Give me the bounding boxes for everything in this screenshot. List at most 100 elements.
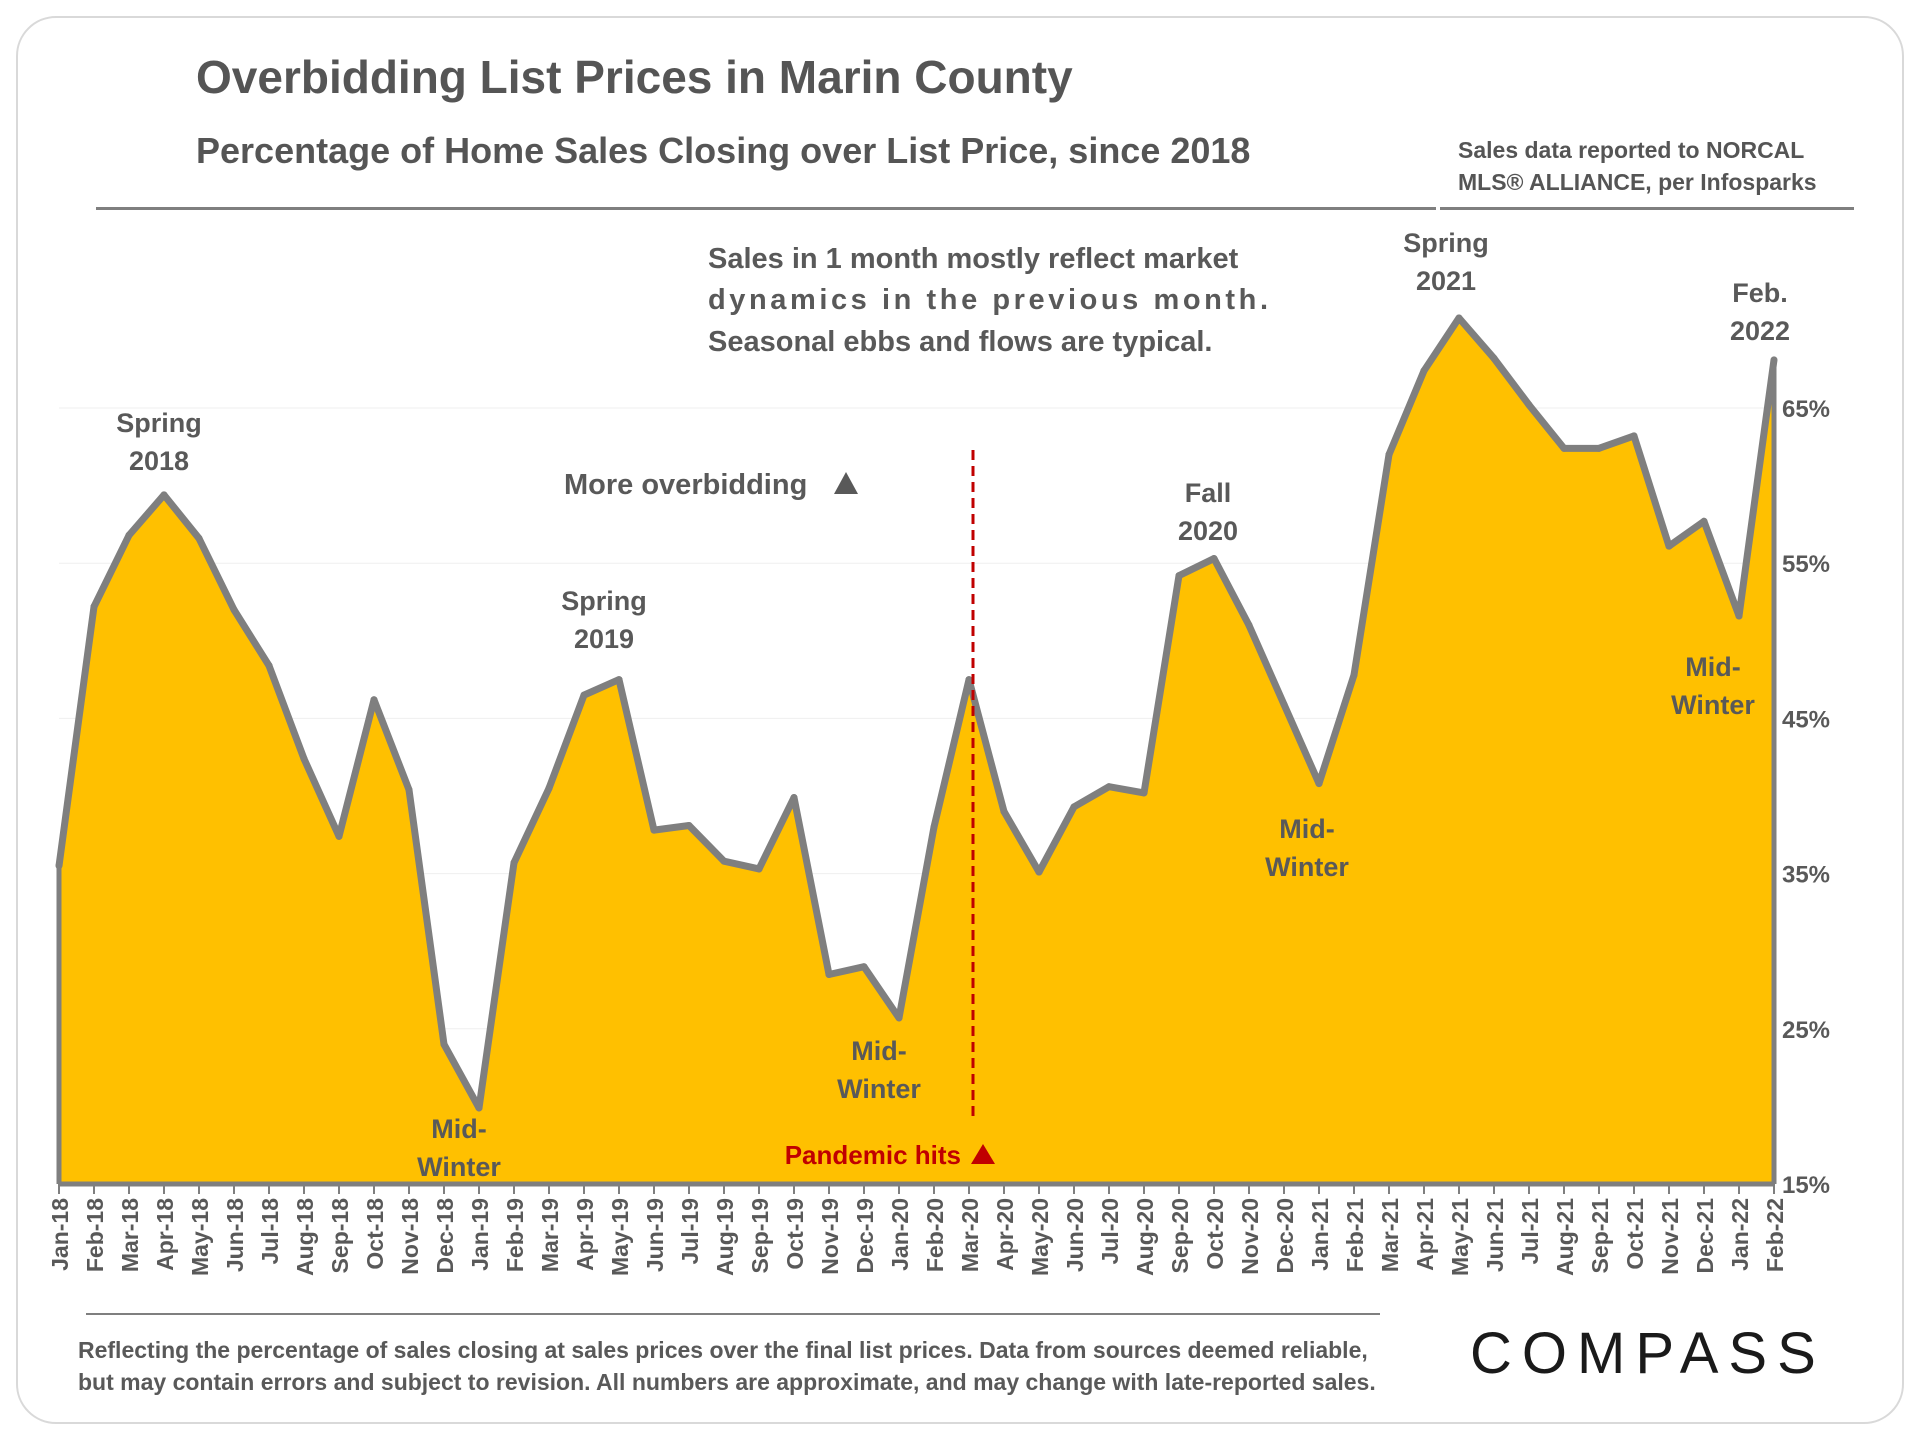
- data-point: [160, 491, 168, 499]
- area-fill: [59, 317, 1774, 1184]
- x-tick-label: Apr-20: [992, 1198, 1018, 1271]
- x-tick-label: Sep-20: [1167, 1198, 1193, 1273]
- x-tick-label: Apr-21: [1412, 1198, 1438, 1271]
- x-tick-label: Jan-20: [887, 1198, 913, 1271]
- data-point: [195, 534, 203, 542]
- footnote: Reflecting the percentage of sales closi…: [78, 1334, 1418, 1398]
- data-point: [1035, 868, 1043, 876]
- footnote-line-2: but may contain errors and subject to re…: [78, 1369, 1376, 1395]
- data-point: [825, 970, 833, 978]
- y-tick-label: 15%: [1782, 1172, 1830, 1199]
- data-point: [1665, 542, 1673, 550]
- compass-logo: COMPASS: [1470, 1321, 1826, 1386]
- label-spring-2019: Spring: [561, 586, 647, 616]
- x-tick-label: Oct-19: [782, 1198, 808, 1270]
- data-point: [55, 862, 63, 870]
- label-spring-2018: Spring: [116, 408, 202, 438]
- data-point: [475, 1104, 483, 1112]
- data-point: [90, 603, 98, 611]
- label-spring-2018-year: 2018: [129, 446, 189, 476]
- data-point: [685, 821, 693, 829]
- x-tick-label: Jun-21: [1482, 1198, 1508, 1272]
- data-point: [1140, 789, 1148, 797]
- note-line-1: Sales in 1 month mostly reflect market: [708, 243, 1239, 275]
- x-tick-label: Oct-21: [1622, 1198, 1648, 1270]
- label-fall-2020-year: 2020: [1178, 516, 1238, 546]
- x-tick-label: Jul-20: [1097, 1198, 1123, 1264]
- x-tick-label: Feb-18: [82, 1198, 108, 1272]
- source-line-1: Sales data reported to NORCAL: [1458, 137, 1805, 163]
- x-tick-label: Nov-21: [1657, 1198, 1683, 1275]
- label-spring-2019-year: 2019: [574, 624, 634, 654]
- x-tick-label: Jun-19: [642, 1198, 668, 1272]
- chart-subtitle: Percentage of Home Sales Closing over Li…: [196, 130, 1251, 171]
- x-tick-label: May-19: [607, 1198, 633, 1276]
- x-tick-label: Dec-18: [432, 1198, 458, 1274]
- x-tick-label: Sep-19: [747, 1198, 773, 1273]
- data-point: [1315, 780, 1323, 788]
- y-tick-label: 45%: [1782, 706, 1830, 733]
- data-point: [615, 676, 623, 684]
- x-tick-label: Mar-19: [537, 1198, 563, 1272]
- x-tick-label: Nov-18: [397, 1198, 423, 1275]
- data-point: [230, 606, 238, 614]
- pandemic-label: Pandemic hits: [785, 1140, 961, 1170]
- footer-rule: [86, 1313, 1380, 1315]
- data-point: [1280, 700, 1288, 708]
- x-tick-label: Jun-20: [1062, 1198, 1088, 1272]
- chart-title: Overbidding List Prices in Marin County: [196, 51, 1073, 103]
- x-tick-label: Apr-19: [572, 1198, 598, 1271]
- x-tick-label: Jul-19: [677, 1198, 703, 1264]
- data-point: [1595, 444, 1603, 452]
- data-point: [510, 859, 518, 867]
- x-tick-label: Feb-19: [502, 1198, 528, 1272]
- data-point: [790, 794, 798, 802]
- label-spring-2021-year: 2021: [1416, 266, 1476, 296]
- x-tick-label: Aug-19: [712, 1198, 738, 1276]
- up-triangle-icon: [834, 472, 858, 494]
- data-point: [720, 857, 728, 865]
- data-point: [965, 676, 973, 684]
- data-point: [1070, 803, 1078, 811]
- x-tick-label: Jan-18: [47, 1198, 73, 1271]
- data-point: [650, 826, 658, 834]
- data-point: [125, 531, 133, 539]
- x-tick-label: May-20: [1027, 1198, 1053, 1276]
- x-tick-label: Aug-21: [1552, 1198, 1578, 1276]
- data-point: [1770, 356, 1778, 364]
- label-mid-winter: Mid-: [1279, 814, 1334, 844]
- data-point: [1490, 354, 1498, 362]
- data-point: [1210, 555, 1218, 563]
- x-tick-label: Jan-22: [1727, 1198, 1753, 1271]
- data-point: [930, 823, 938, 831]
- x-tick-label: May-21: [1447, 1198, 1473, 1276]
- pandemic-arrow-icon: [971, 1144, 995, 1164]
- x-tick-label: Aug-20: [1132, 1198, 1158, 1276]
- x-tick-label: Jul-21: [1517, 1198, 1543, 1265]
- source-rule: [1440, 207, 1854, 210]
- data-point: [1455, 314, 1463, 322]
- x-tick-label: Jun-18: [222, 1198, 248, 1272]
- label-mid-winter-line2: Winter: [417, 1152, 501, 1182]
- source-line-2: MLS® ALLIANCE, per Infosparks: [1458, 169, 1817, 195]
- x-tick-label: Jul-18: [257, 1198, 283, 1265]
- data-point: [265, 662, 273, 670]
- note-line-3: Seasonal ebbs and flows are typical.: [708, 326, 1212, 358]
- x-tick-label: Dec-21: [1692, 1198, 1718, 1274]
- data-point: [1630, 432, 1638, 440]
- x-tick-label: Jan-21: [1307, 1198, 1333, 1271]
- source-note: Sales data reported to NORCAL MLS® ALLIA…: [1458, 134, 1878, 198]
- label-mid-winter-line2: Winter: [837, 1074, 921, 1104]
- x-tick-label: Aug-18: [292, 1198, 318, 1276]
- data-point: [1700, 517, 1708, 525]
- x-tick-label: Nov-20: [1237, 1198, 1263, 1275]
- label-mid-winter: Mid-: [1685, 652, 1740, 682]
- data-point: [545, 784, 553, 792]
- label-feb-2022-year: 2022: [1730, 316, 1790, 346]
- label-fall-2020: Fall: [1185, 478, 1232, 508]
- x-tick-label: Sep-18: [327, 1198, 353, 1274]
- y-tick-label: 65%: [1782, 396, 1830, 423]
- label-mid-winter: Mid-: [431, 1114, 486, 1144]
- x-tick-label: Oct-18: [362, 1198, 388, 1270]
- x-tick-label: Oct-20: [1202, 1198, 1228, 1270]
